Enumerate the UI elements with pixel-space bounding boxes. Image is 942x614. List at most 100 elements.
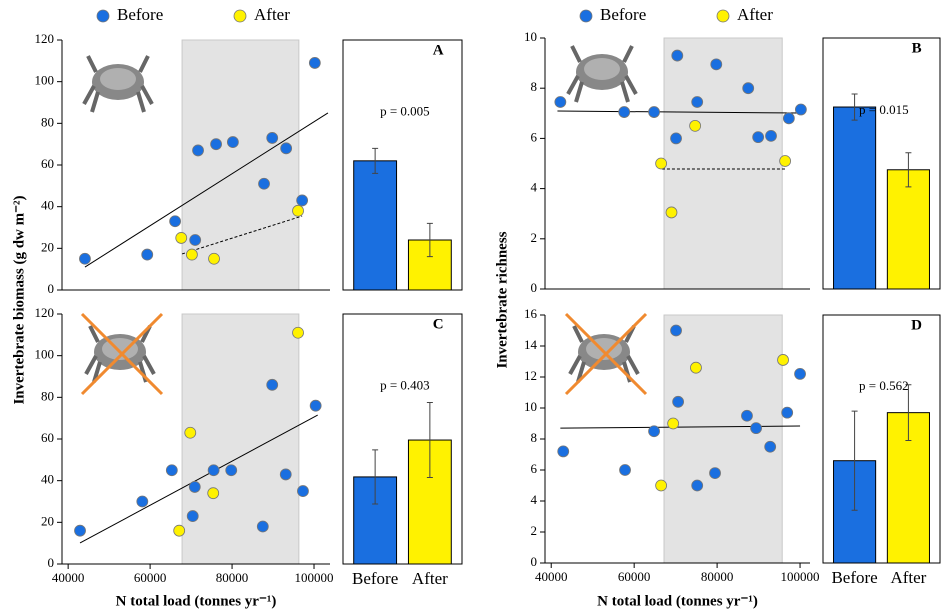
point [210,138,222,151]
x-tick-label: Before [352,569,398,588]
y-tick-label: 6 [531,129,538,144]
p-value: p = 0.015 [859,102,909,117]
point [648,106,660,118]
error-bar [426,222,433,258]
error-bar [372,147,379,174]
point [619,464,631,476]
point [764,440,777,453]
x-tick-label: 40000 [535,569,568,584]
point [189,234,202,246]
point [689,119,702,132]
point [279,468,292,481]
point [742,82,755,95]
x-axis-label: N total load (tonnes yr⁻¹) [116,593,277,609]
y-tick-label: 80 [41,114,54,129]
y-tick-label: 100 [35,73,55,88]
point [709,467,721,480]
x-tick-label: 100000 [295,570,334,585]
point [188,481,201,493]
panel-frame [342,313,463,565]
crab-icon [564,312,648,396]
legend-marker [716,9,730,23]
legend-marker [96,9,110,23]
point [690,361,702,374]
point [741,409,753,422]
y-tick-label: 8 [531,430,538,445]
x-tick-label: After [412,569,448,588]
point [207,487,220,500]
panel-frame [342,39,463,291]
x-tick-label: 40000 [52,570,85,585]
y-tick-label: 8 [531,79,538,94]
y-tick-label: 0 [48,555,55,570]
legend-label: Before [600,5,646,24]
y-tick-label: 40 [41,198,54,213]
panel-frame [822,314,941,564]
y-tick-label: 60 [41,156,54,171]
trend-line [557,110,801,114]
panel-label: C [433,316,444,332]
point [752,131,765,144]
point [136,495,149,508]
point [169,215,182,228]
y-tick-label: 120 [35,31,55,46]
point [184,426,197,439]
y-tick-label: 20 [41,513,54,528]
bar [353,160,398,291]
point [672,395,685,408]
legend-marker [233,9,247,23]
y-tick-label: 12 [524,368,537,383]
shaded-region [663,37,783,290]
crab-icons [80,45,648,396]
x-axis-label: N total load (tonnes yr⁻¹) [597,593,758,609]
y-tick-label: 100 [35,347,55,362]
error-bar [372,449,379,505]
backgrounds [181,37,783,565]
y-tick-label: 2 [531,230,538,245]
point [777,354,789,366]
shaded-region [181,39,300,291]
point [691,96,704,108]
y-tick-label: 40 [41,472,54,487]
point [308,57,321,69]
crab-icon [82,55,154,113]
point [141,248,154,261]
bar [886,169,930,290]
legend-label: After [737,5,773,24]
point [309,399,322,412]
point [648,425,660,438]
point [655,157,668,170]
point [618,106,631,118]
bar [833,106,877,290]
y-tick-label: 20 [41,239,54,254]
point [266,378,279,391]
error-bar [426,402,433,479]
x-tick-label: 80000 [216,570,249,585]
point [781,406,794,419]
y-tick-label: 4 [531,180,538,195]
y-tick-label: 80 [41,388,54,403]
point [173,524,186,537]
point [665,206,678,219]
x-tick-label: 60000 [618,569,651,584]
panel-label: B [912,40,922,56]
legend-label: Before [117,5,163,24]
shaded-region [663,314,783,564]
legend-marker [579,9,593,23]
x-tick-label: Before [831,568,877,587]
point [667,417,680,430]
point [782,112,795,125]
y-tick-label: 16 [524,306,538,321]
y-tick-label: 0 [531,280,538,295]
point [280,142,293,155]
point [765,129,777,142]
point [779,155,792,167]
error-bar [905,384,912,442]
y-axis-label: Invertebrate richness [494,231,510,368]
point [165,464,178,477]
x-tick-label: After [890,568,926,587]
point [208,252,220,265]
point [292,204,304,217]
legend-label: After [254,5,290,24]
